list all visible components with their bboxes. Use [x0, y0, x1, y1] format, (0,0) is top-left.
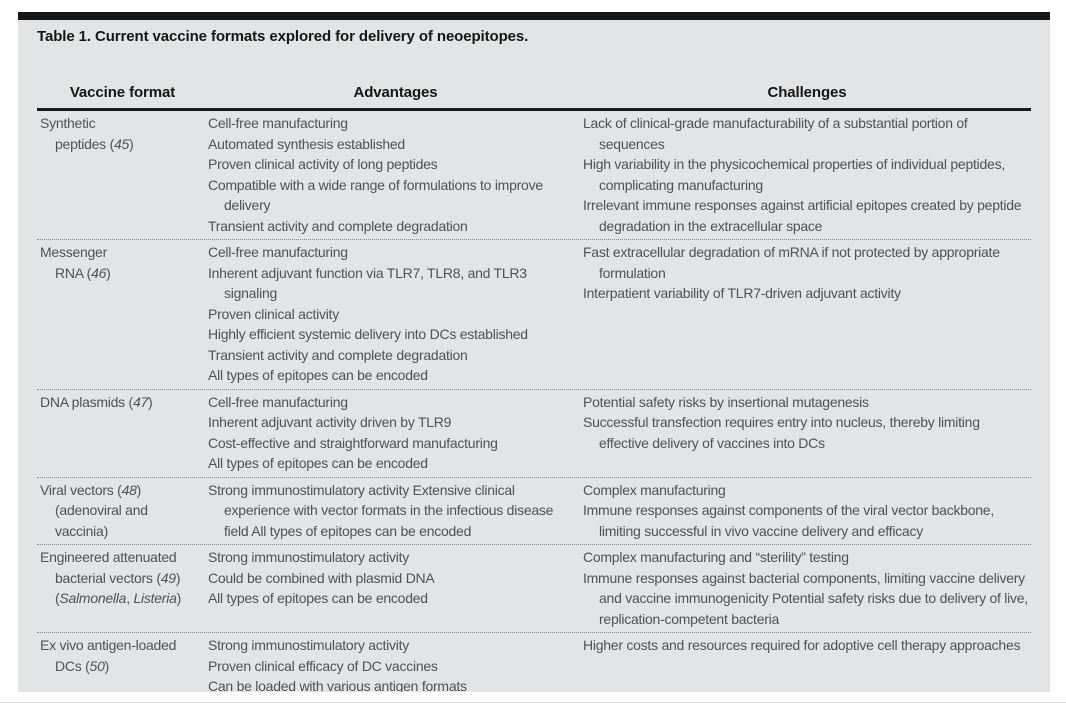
vaccine-format-cell: Messenger RNA (46) [37, 242, 208, 386]
format-line: DNA plasmids (47) [40, 393, 153, 410]
vaccine-format-cell: Synthetic peptides (45) [37, 113, 208, 236]
advantages-cell: Cell-free manufacturing Inherent adjuvant… [208, 242, 583, 386]
table-header-row: Vaccine format Advantages Challenges [37, 85, 1031, 111]
vaccine-formats-table: Vaccine format Advantages Challenges Syn… [37, 85, 1031, 692]
challenge-item: Complex manufacturing [583, 481, 726, 498]
challenge-item: Irrelevant immune responses against arti… [583, 197, 1022, 234]
advantages-cell: Cell-free manufacturing Automated synthes… [208, 113, 583, 236]
challenges-cell: Higher costs and resources required for … [583, 635, 1031, 692]
table-row: Viral vectors (48) (adenoviral and vaccini… [37, 478, 1031, 545]
advantage-item: All types of epitopes can be encoded [208, 367, 428, 383]
table-row: Messenger RNA (46) Cell-free manufacturin… [37, 240, 1031, 390]
challenge-item: Successful transfection requires entry i… [583, 414, 980, 451]
advantage-item: Automated synthesis established [208, 135, 405, 152]
vaccine-format-cell: DNA plasmids (47) [37, 392, 208, 474]
advantages-cell: Cell-free manufacturing Inherent adjuvant… [208, 392, 583, 474]
format-line: Synthetic [40, 115, 96, 131]
challenges-cell: Complex manufacturing Immune responses ag… [583, 480, 1031, 542]
advantage-item: Proven clinical efficacy of DC vaccines [208, 657, 438, 674]
advantage-item: All types of epitopes can be encoded [208, 590, 428, 606]
challenge-item: Immune responses against bacterial compo… [583, 569, 1028, 627]
format-line: RNA (46) [55, 264, 111, 281]
table-row: Ex vivo antigen-loaded DCs (50) Strong im… [37, 633, 1031, 692]
format-line: Engineered attenuated [40, 549, 177, 565]
challenges-cell: Potential safety risks by insertional mu… [583, 392, 1031, 474]
table-row: DNA plasmids (47) Cell-free manufacturin… [37, 390, 1031, 478]
advantage-item: Proven clinical activity of long peptide… [208, 156, 438, 172]
top-rule [18, 12, 1050, 20]
advantage-item: Transient activity and complete degradat… [208, 346, 468, 363]
challenge-item: Fast extracellular degradation of mRNA i… [583, 244, 1000, 281]
format-line: vaccinia) [55, 522, 108, 539]
challenge-item: Lack of clinical-grade manufacturability… [583, 115, 968, 152]
challenges-cell: Lack of clinical-grade manufacturability… [583, 113, 1031, 236]
advantages-cell: Strong immunostimulatory activity Extens… [208, 480, 583, 542]
format-line: Viral vectors (48) [40, 481, 142, 498]
advantage-item: Transient activity and complete degradat… [208, 217, 468, 234]
table-title: Table 1. Current vaccine formats explore… [37, 28, 529, 45]
challenges-cell: Fast extracellular degradation of mRNA i… [583, 242, 1031, 386]
format-line: (adenoviral and [55, 502, 148, 518]
format-line: peptides (45) [55, 135, 134, 152]
advantages-cell: Strong immunostimulatory activity Could b… [208, 547, 583, 629]
challenge-item: Complex manufacturing and “sterility” te… [583, 549, 849, 565]
format-line: DCs (50) [55, 657, 110, 674]
format-line: bacterial vectors (49) [55, 569, 181, 586]
vaccine-format-cell: Engineered attenuated bacterial vectors (… [37, 547, 208, 629]
advantage-item: Proven clinical activity [208, 305, 339, 322]
advantage-item: Compatible with a wide range of formulat… [208, 176, 543, 214]
format-line: (Salmonella, Listeria) [55, 590, 182, 606]
advantage-item: Cell-free manufacturing [208, 115, 348, 131]
advantage-item: Inherent adjuvant function via TLR7, TLR… [208, 264, 527, 302]
advantage-item: Strong immunostimulatory activity [208, 637, 410, 653]
advantage-item: Highly efficient systemic delivery into … [208, 326, 528, 342]
challenge-item: Potential safety risks by insertional mu… [583, 393, 869, 410]
challenge-item: Higher costs and resources required for … [583, 637, 1021, 653]
advantage-item: Could be combined with plasmid DNA [208, 569, 435, 586]
vaccine-format-cell: Ex vivo antigen-loaded DCs (50) [37, 635, 208, 692]
advantage-item: Cell-free manufacturing [208, 393, 348, 410]
table-row: Engineered attenuated bacterial vectors (… [37, 545, 1031, 633]
advantage-item: All types of epitopes can be encoded [208, 455, 428, 471]
advantage-item: Cell-free manufacturing [208, 244, 348, 260]
format-line: Ex vivo antigen-loaded [40, 637, 177, 653]
challenges-cell: Complex manufacturing and “sterility” te… [583, 547, 1031, 629]
format-line: Messenger [40, 244, 108, 260]
advantages-cell: Strong immunostimulatory activity Proven … [208, 635, 583, 692]
vaccine-format-cell: Viral vectors (48) (adenoviral and vaccini… [37, 480, 208, 542]
advantage-item: Can be loaded with various antigen forma… [208, 678, 467, 692]
advantage-item: Inherent adjuvant activity driven by TLR… [208, 414, 452, 430]
challenge-item: High variability in the physicochemical … [583, 156, 1005, 193]
column-header-vaccine-format: Vaccine format [69, 84, 176, 101]
challenge-item: Interpatient variability of TLR7-driven … [583, 285, 901, 301]
table-panel: Table 1. Current vaccine formats explore… [18, 20, 1050, 692]
advantage-item: Strong immunostimulatory activity Extens… [208, 481, 554, 539]
column-header-advantages: Advantages [353, 84, 438, 101]
advantage-item: Cost-effective and straightforward manuf… [208, 434, 498, 451]
advantage-item: Strong immunostimulatory activity [208, 549, 410, 565]
column-header-challenges: Challenges [767, 84, 847, 101]
challenge-item: Immune responses against components of t… [583, 502, 994, 539]
table-row: Synthetic peptides (45) Cell-free manufac… [37, 111, 1031, 240]
table-body: Synthetic peptides (45) Cell-free manufac… [37, 111, 1031, 692]
